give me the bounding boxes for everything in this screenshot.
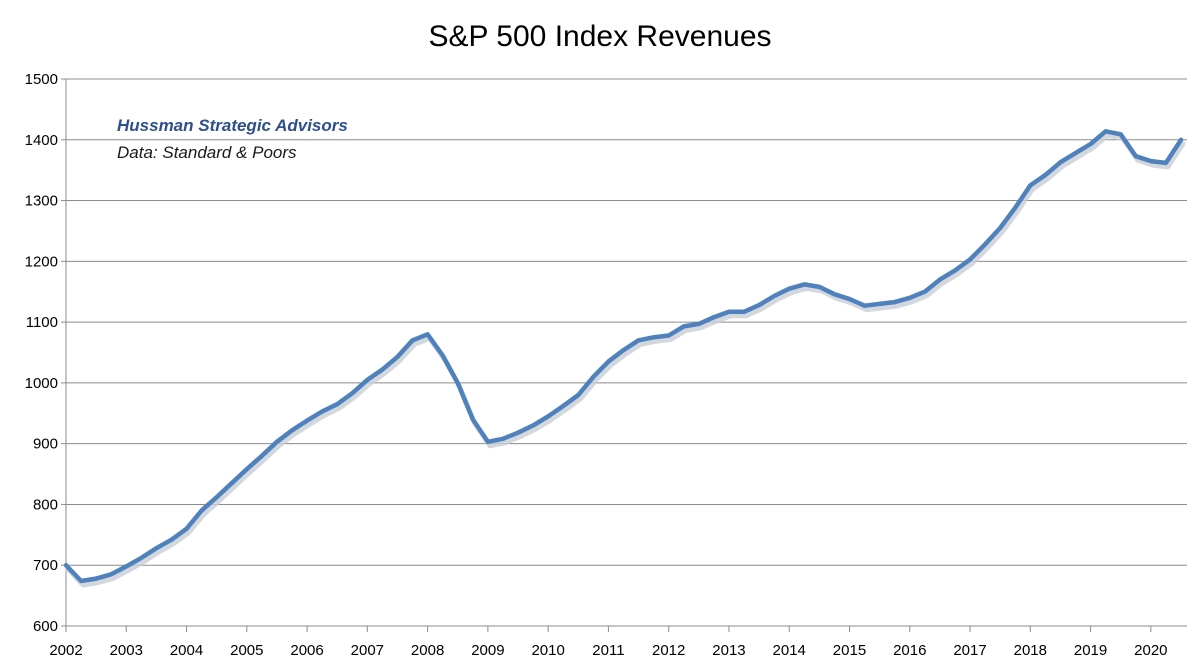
x-tick-label: 2014: [773, 642, 806, 659]
x-tick-label: 2020: [1134, 642, 1167, 659]
y-tick-label: 1500: [25, 71, 58, 88]
x-tick-label: 2016: [893, 642, 926, 659]
line-chart: 600 700 800 900 1000 1100 1200 1300 1400 1500 200…: [0, 0, 1200, 666]
x-tick-label: 2019: [1074, 642, 1107, 659]
x-tick-label: 2013: [712, 642, 745, 659]
x-tick-label: 2011: [592, 642, 624, 659]
x-tick-label: 2012: [652, 642, 685, 659]
y-tick-label: 1200: [25, 253, 58, 270]
annotation-data-source: Data: Standard & Poors: [117, 143, 297, 163]
x-tick-label: 2002: [49, 642, 82, 659]
y-tick-label: 700: [33, 557, 58, 574]
x-tick-label: 2008: [411, 642, 444, 659]
x-tick-label: 2009: [471, 642, 504, 659]
y-tick-label: 1100: [26, 314, 58, 331]
x-tick-label: 2006: [290, 642, 323, 659]
y-tick-label: 600: [33, 618, 58, 635]
y-tick-label: 1000: [25, 375, 58, 392]
x-tick-label: 2010: [531, 642, 564, 659]
y-tick-label: 1400: [25, 132, 58, 149]
x-tick-label: 2017: [953, 642, 986, 659]
x-tick-label: 2005: [230, 642, 263, 659]
x-tick-label: 2015: [833, 642, 866, 659]
y-tick-label: 900: [33, 436, 58, 453]
y-tick-label: 1300: [25, 193, 58, 210]
x-axis-tick-labels: 2002 2003 2004 2005 2006 2007 2008 2009 2010 2011…: [49, 642, 1167, 659]
x-tick-label: 2018: [1014, 642, 1047, 659]
x-tick-label: 2003: [110, 642, 143, 659]
x-tick-label: 2004: [170, 642, 203, 659]
y-axis-tick-labels: 600 700 800 900 1000 1100 1200 1300 1400 1500: [25, 71, 58, 635]
y-tick-label: 800: [33, 496, 58, 513]
series-line-shadow: [68, 135, 1183, 585]
series-group: [66, 131, 1183, 585]
annotation-source-firm: Hussman Strategic Advisors: [117, 116, 348, 136]
x-tick-label: 2007: [351, 642, 384, 659]
